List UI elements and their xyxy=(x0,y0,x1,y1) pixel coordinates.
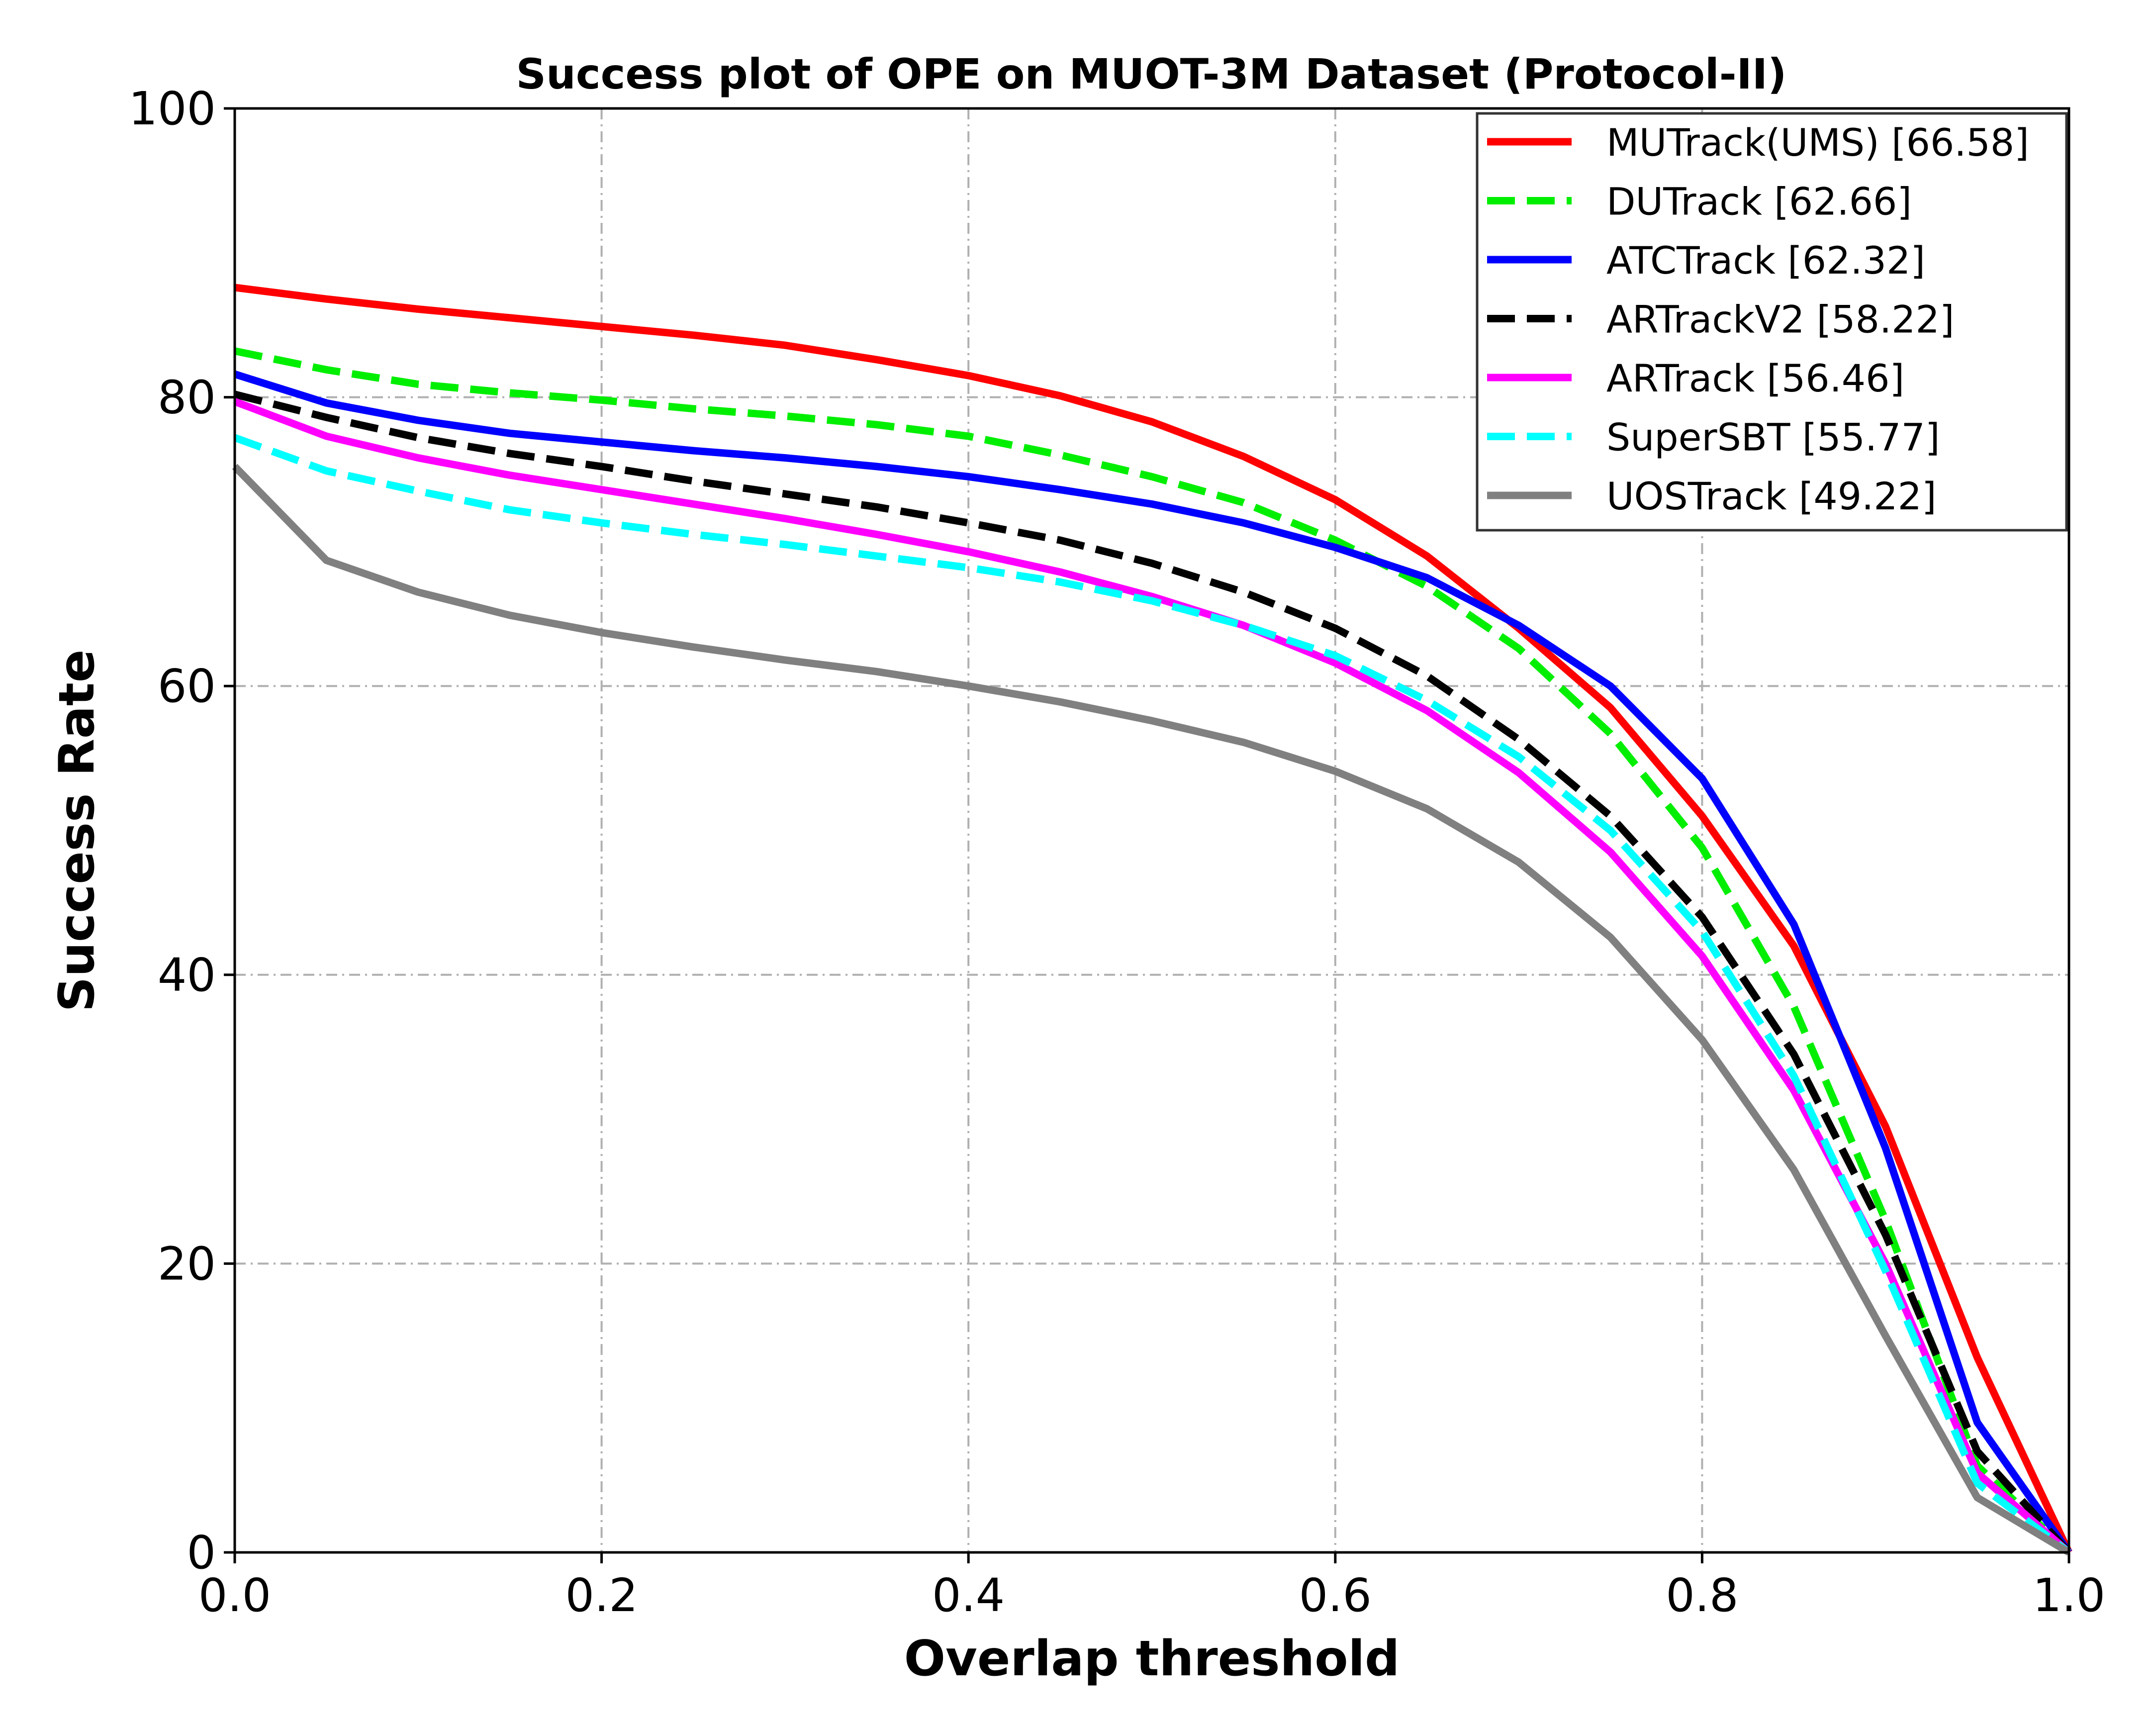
series-line-5 xyxy=(233,434,2071,1555)
x-axis-label: Overlap threshold xyxy=(904,1630,1400,1687)
legend-label-4: ARTrack [56.46] xyxy=(1606,356,1904,400)
axis-ticks: 0.0 0.2 0.4 0.6 0.8 1.0 0 20 40 60 80 100 xyxy=(128,82,2105,1622)
x-tick-label: 1.0 xyxy=(2033,1569,2105,1622)
x-tick-label: 0.0 xyxy=(198,1569,271,1622)
x-tick-label: 0.8 xyxy=(1666,1569,1738,1622)
legend-box xyxy=(1476,112,2068,532)
legend: MUTrack(UMS) [66.58] DUTrack [62.66] ATCTr… xyxy=(1476,112,2068,532)
x-tick-label: 0.6 xyxy=(1299,1569,1372,1622)
legend-label-2: ATCTrack [62.32] xyxy=(1606,238,1925,283)
plot-frame xyxy=(233,107,2070,1554)
x-tick-label: 0.4 xyxy=(932,1569,1005,1622)
legend-label-3: ARTrackV2 [58.22] xyxy=(1606,297,1955,342)
y-tick-label: 60 xyxy=(158,660,216,713)
chart-title: Success plot of OPE on MUOT-3M Dataset (… xyxy=(516,50,1787,98)
y-tick-label: 100 xyxy=(128,82,216,135)
y-tick-label: 40 xyxy=(158,949,216,1002)
y-tick-label: 80 xyxy=(158,371,216,424)
legend-label-0: MUTrack(UMS) [66.58] xyxy=(1606,120,2029,165)
series-lines xyxy=(232,284,2072,1556)
grid xyxy=(235,108,2069,1552)
series-line-0 xyxy=(234,284,2072,1554)
legend-label-1: DUTrack [62.66] xyxy=(1606,180,1912,224)
y-axis-label: Success Rate xyxy=(49,650,105,1012)
series-line-2 xyxy=(233,371,2072,1555)
legend-label-5: SuperSBT [55.77] xyxy=(1606,415,1940,460)
series-line-3 xyxy=(234,390,2072,1555)
series-line-6 xyxy=(232,464,2071,1556)
x-tick-label: 0.2 xyxy=(565,1569,638,1622)
y-tick-label: 0 xyxy=(187,1526,216,1579)
y-tick-label: 20 xyxy=(158,1237,216,1290)
legend-label-6: UOSTrack [49.22] xyxy=(1606,474,1937,518)
series-line-1 xyxy=(234,347,2072,1555)
series-line-4 xyxy=(233,398,2071,1555)
